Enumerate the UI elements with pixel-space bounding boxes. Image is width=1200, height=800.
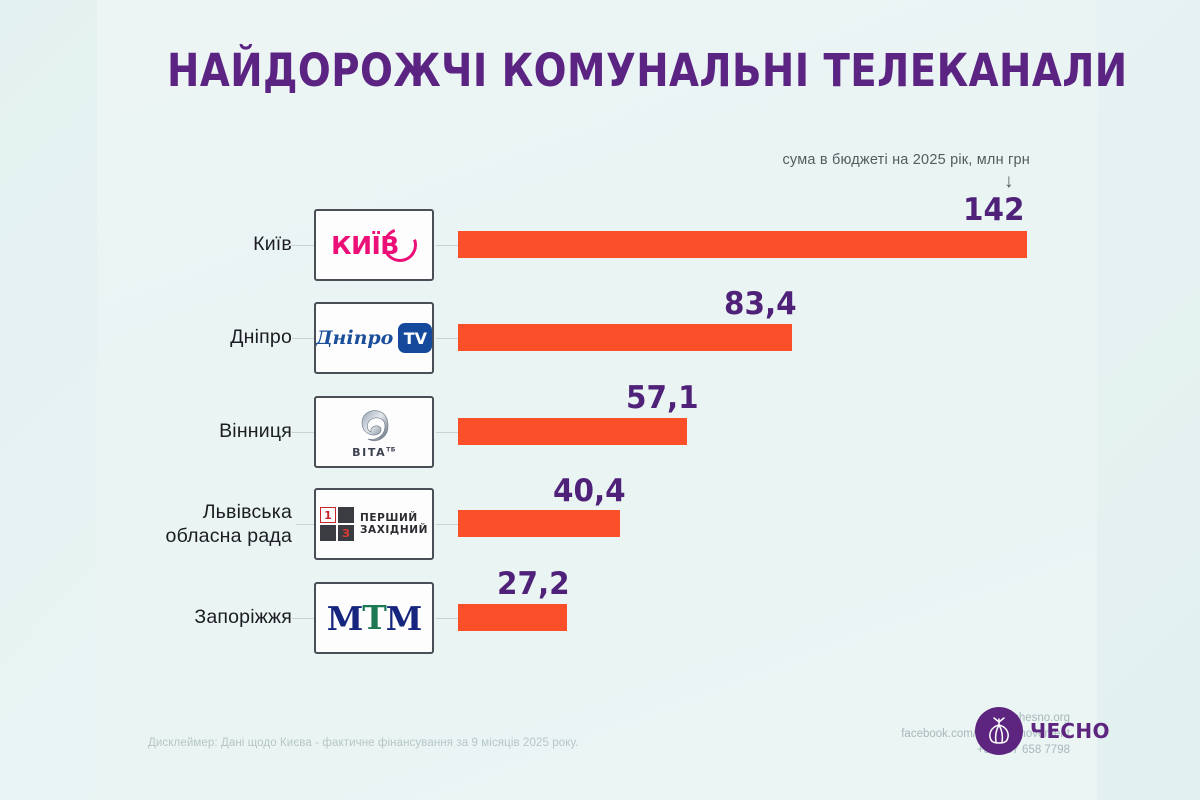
row-label: Київ — [253, 233, 292, 255]
leader-line — [436, 618, 460, 619]
channel-logo-dnipro: Дніпро TV — [314, 302, 434, 374]
channel-logo-pershyi-zakhidnyi: 1 З ПЕРШИЙ ЗАХІДНИЙ — [314, 488, 434, 560]
bar-dnipro — [458, 324, 792, 351]
vita-sup: ТБ — [386, 445, 396, 453]
chesno-garlic-icon — [975, 707, 1023, 755]
leader-line — [436, 432, 460, 433]
dnipro-tv-badge: TV — [398, 323, 432, 353]
dnipro-logo-text: Дніпро — [315, 327, 394, 349]
pz-wordmark: ПЕРШИЙ ЗАХІДНИЙ — [360, 512, 428, 536]
kyiv-tv-logo: КИЇВ — [331, 222, 423, 268]
channel-logo-kyiv: КИЇВ — [314, 209, 434, 281]
vita-logo-text: BITAТБ — [352, 446, 396, 459]
pershyi-zakhidnyi-logo: 1 З ПЕРШИЙ ЗАХІДНИЙ — [319, 507, 428, 541]
channel-logo-vita: BITAТБ — [314, 396, 434, 468]
bar-kyiv — [458, 231, 1027, 258]
leader-line — [436, 338, 460, 339]
vita-word: BITA — [352, 445, 387, 459]
infographic-panel — [97, 0, 1097, 800]
vita-tv-logo: BITAТБ — [352, 406, 396, 459]
pz-digit-one: 1 — [324, 508, 332, 522]
brand-logo: ЧЕСНО — [975, 707, 1110, 755]
bar-vinnytsia — [458, 418, 687, 445]
bar-zaporizhzhia — [458, 604, 567, 631]
disclaimer-text: Дисклеймер: Дані щодо Києва - фактичне ф… — [148, 737, 579, 749]
kyiv-logo-text: КИЇВ — [331, 230, 399, 260]
pz-cell-one: 1 — [319, 507, 336, 523]
pz-cell-dark-2 — [319, 525, 336, 541]
leader-line — [292, 432, 314, 433]
pz-square-grid-icon: 1 З — [319, 507, 354, 541]
leader-line — [286, 245, 314, 246]
row-label: Дніпро — [230, 326, 292, 348]
mtm-letter-right: M — [385, 598, 423, 638]
bar-value-dnipro: 83,4 — [724, 286, 797, 322]
bar-value-vinnytsia: 57,1 — [626, 380, 699, 416]
page-title: НАЙДОРОЖЧІ КОМУНАЛЬНІ ТЕЛЕКАНАЛИ — [167, 44, 1128, 97]
row-label: Вінниця — [219, 420, 292, 442]
website-link[interactable]: chesno.org — [1013, 712, 1070, 724]
mtm-letter-left: M — [326, 598, 364, 638]
row-label: Запоріжжя — [194, 606, 292, 628]
leader-line — [296, 524, 314, 525]
leader-line — [292, 338, 314, 339]
bar-value-lviv: 40,4 — [553, 473, 626, 509]
bar-value-kyiv: 142 — [963, 192, 1025, 228]
channel-logo-mtm: M T M — [314, 582, 434, 654]
pz-cell-dark-1 — [337, 507, 354, 523]
leader-line — [292, 618, 314, 619]
mtm-letter-mid: T — [362, 597, 387, 637]
bar-value-zaporizhzhia: 27,2 — [497, 566, 570, 602]
garlic-glyph — [989, 717, 1009, 744]
leader-line — [436, 245, 460, 246]
pz-cell-z: З — [337, 525, 354, 541]
axis-caption: сума в бюджеті на 2025 рік, млн грн — [782, 152, 1030, 168]
brand-name: ЧЕСНО — [1030, 719, 1110, 743]
bar-lviv — [458, 510, 620, 537]
pz-line-2: ЗАХІДНИЙ — [359, 524, 429, 536]
dnipro-tv-logo: Дніпро TV — [315, 323, 432, 353]
pz-letter-z: З — [342, 526, 350, 540]
leader-line — [436, 524, 460, 525]
pz-line-1: ПЕРШИЙ — [359, 512, 418, 524]
mtm-logo: M T M — [326, 597, 423, 638]
vita-swirl-icon — [361, 409, 389, 441]
arrow-down-icon: ↓ — [1004, 171, 1014, 192]
row-label: Львівська обласна рада — [165, 501, 292, 547]
